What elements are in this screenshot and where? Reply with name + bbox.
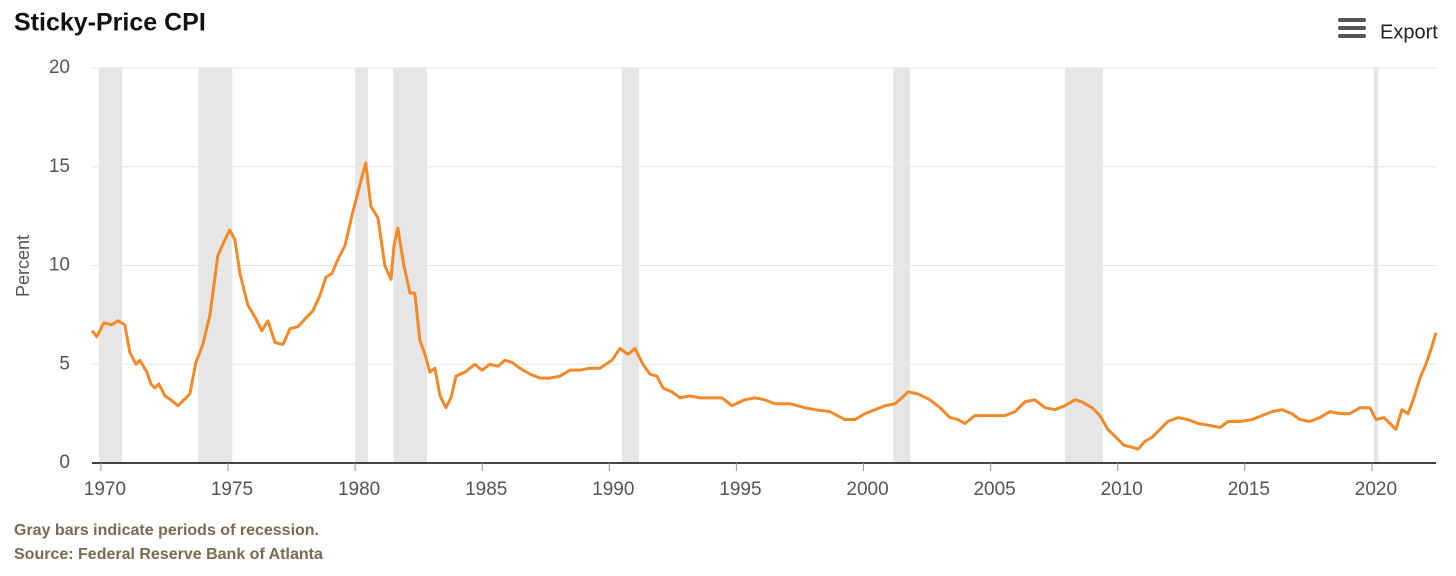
- export-label[interactable]: Export: [1380, 21, 1438, 43]
- export-button[interactable]: Export: [1338, 18, 1438, 43]
- x-tick-label: 2020: [1355, 479, 1397, 500]
- x-tick-label: 2010: [1101, 479, 1143, 500]
- y-tick-label: 10: [49, 255, 70, 276]
- x-tick-label: 1990: [592, 479, 634, 500]
- y-axis-label: Percent: [13, 235, 33, 297]
- y-tick-label: 0: [59, 452, 70, 473]
- y-tick-label: 20: [49, 57, 70, 78]
- x-tick-label: 1975: [211, 479, 253, 500]
- x-tick-label: 2000: [846, 479, 888, 500]
- note: Gray bars indicate periods of recession.: [14, 522, 319, 539]
- x-tick-label: 1970: [84, 479, 126, 500]
- y-tick-label: 15: [49, 156, 70, 177]
- note: Source: Federal Reserve Bank of Atlanta: [14, 546, 323, 563]
- x-tick-label: 2015: [1228, 479, 1270, 500]
- y-tick-label: 5: [59, 353, 70, 374]
- x-tick-label: 2005: [973, 479, 1015, 500]
- data-line: [90, 161, 1438, 451]
- menu-icon: [1338, 34, 1366, 38]
- x-tick-label: 1985: [465, 479, 507, 500]
- menu-icon: [1338, 18, 1366, 22]
- x-tick-label: 1995: [719, 479, 761, 500]
- menu-icon: [1338, 26, 1366, 30]
- chart-title: Sticky-Price CPI: [14, 9, 206, 37]
- x-tick-label: 1980: [338, 479, 380, 500]
